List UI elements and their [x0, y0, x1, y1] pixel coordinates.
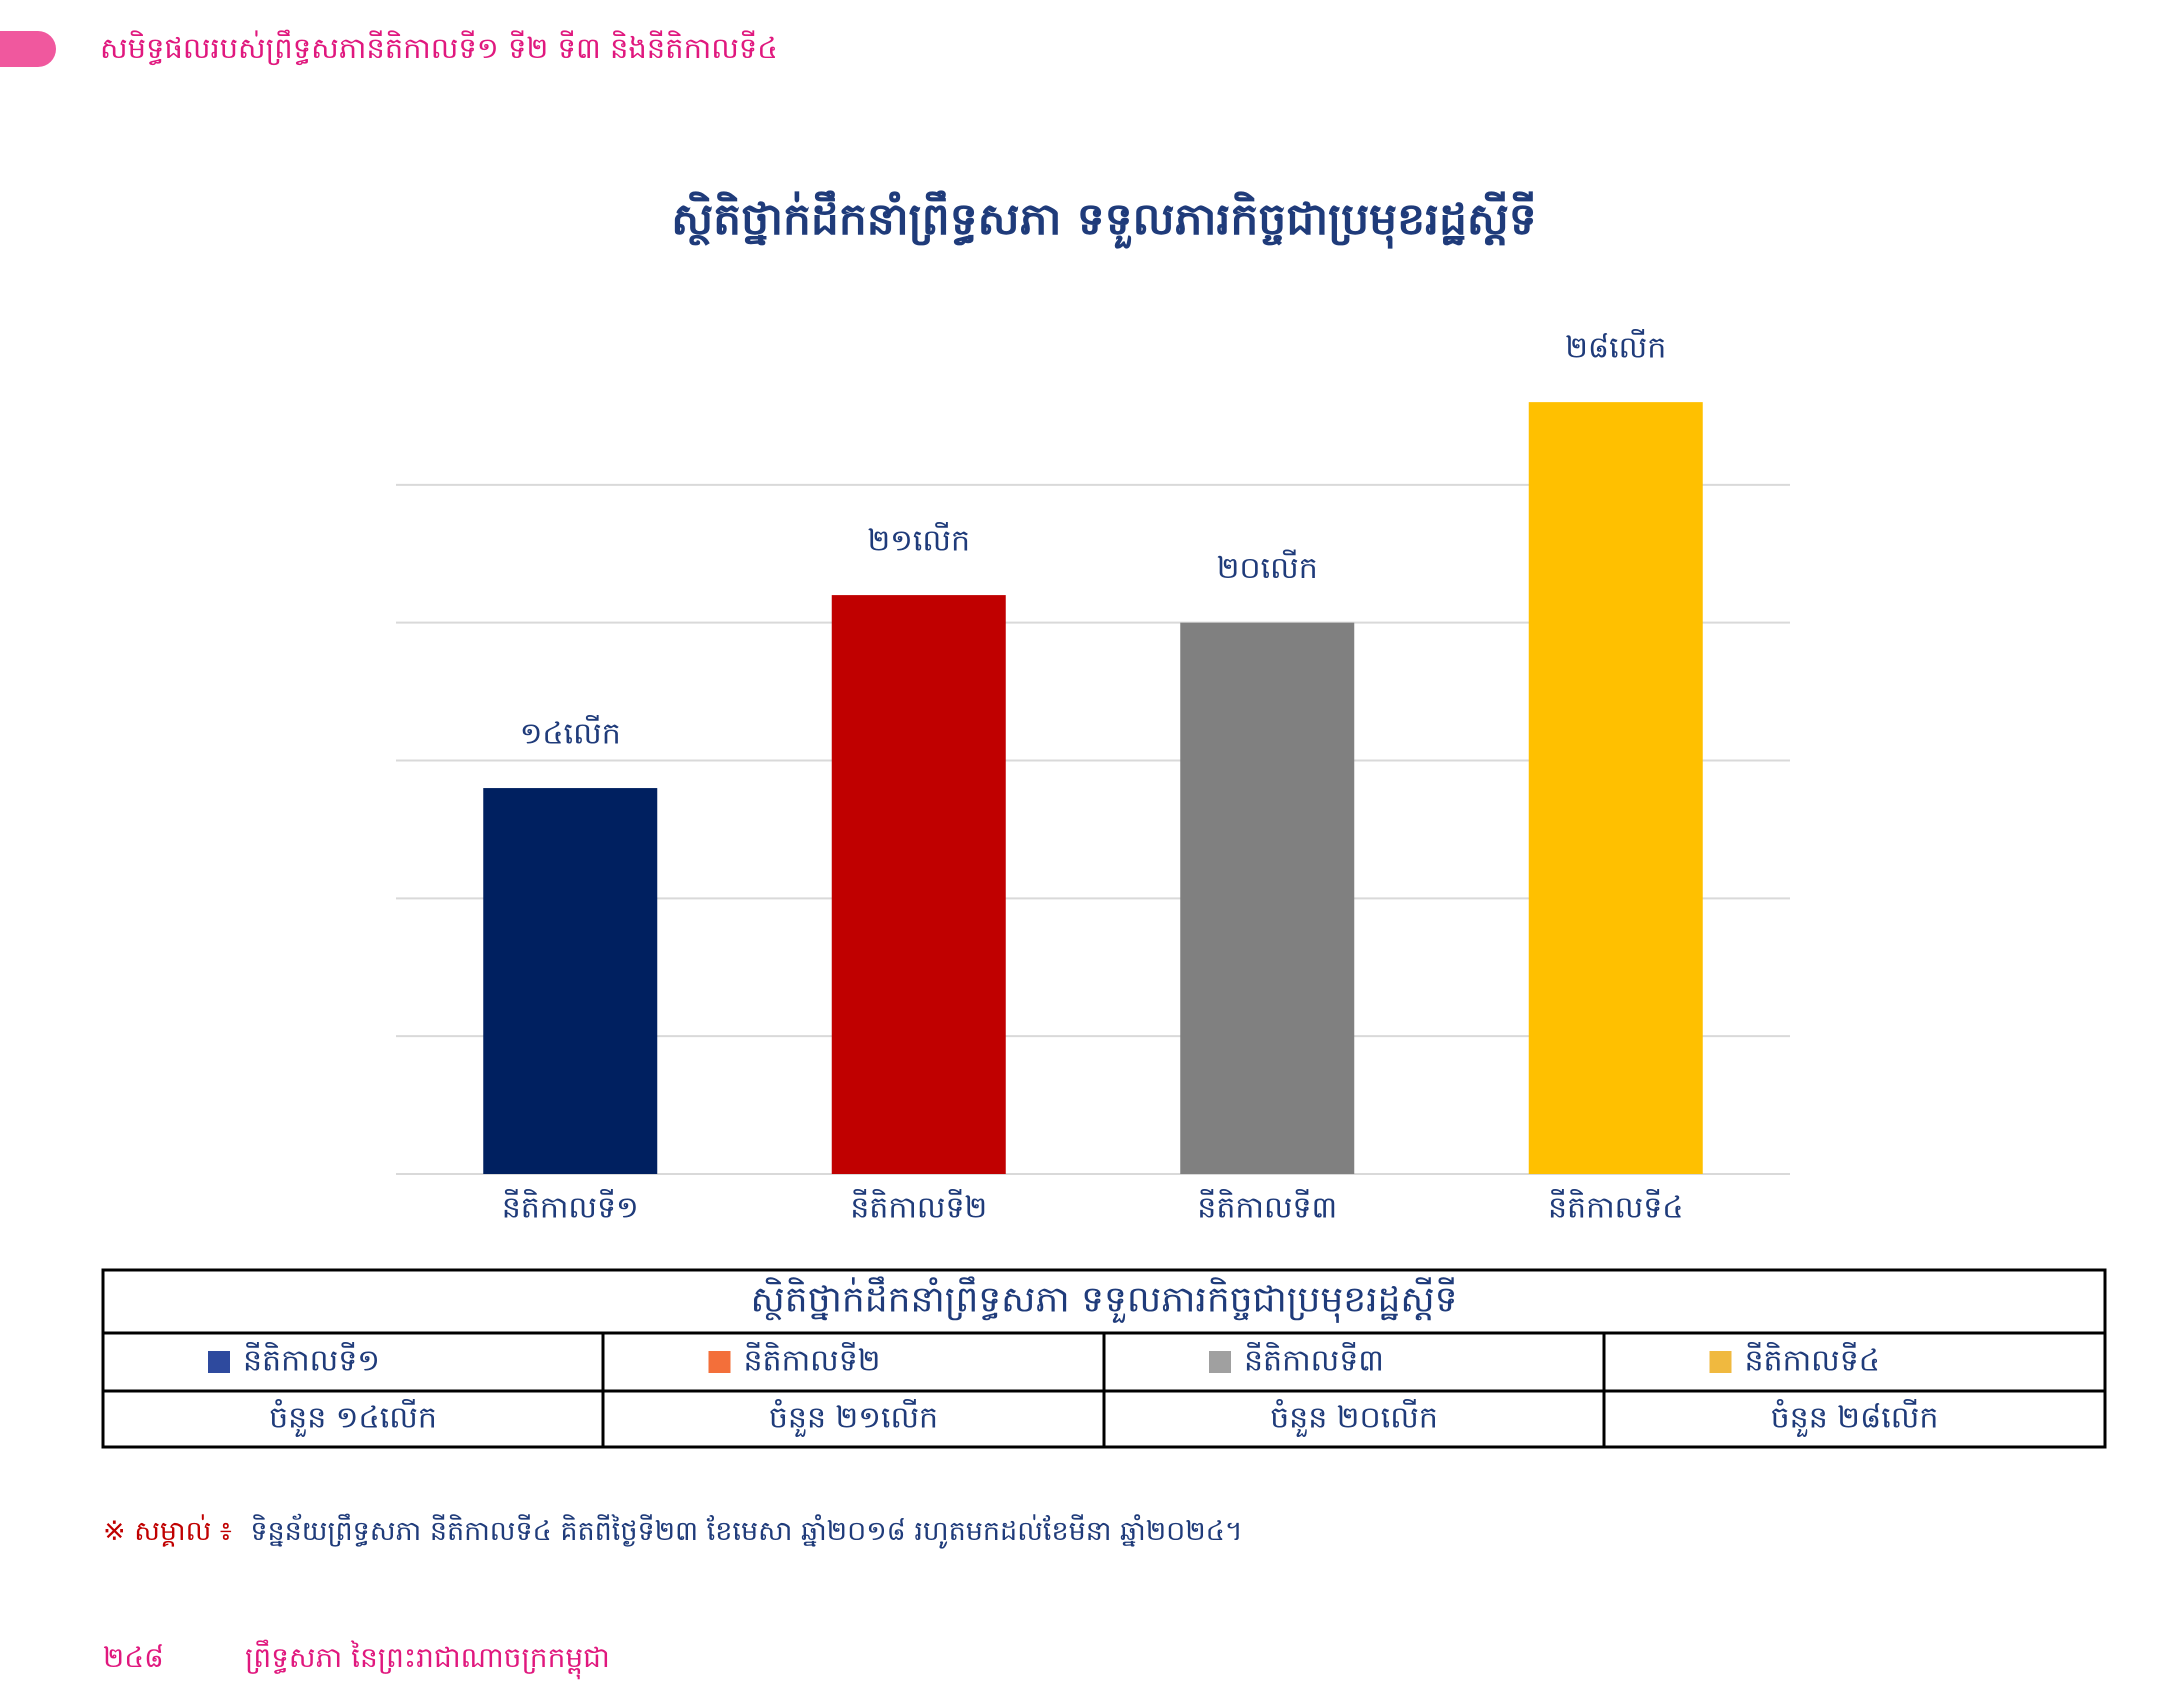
table-count: ចំនួន ២១លើក	[769, 1399, 938, 1438]
table-count: ចំនួន ១៤លើក	[269, 1399, 437, 1438]
bar	[1180, 622, 1355, 1174]
data-label: ២០លើក	[1217, 549, 1318, 586]
legend-swatch	[708, 1351, 731, 1373]
note-label: ※ សម្គាល់ ៖	[103, 1514, 232, 1547]
chart-title: ស្ថិតិថ្នាក់ដឹកនាំព្រឹទ្ធសភា ទទួលភារកិច្…	[671, 190, 1536, 249]
bar	[1528, 402, 1703, 1175]
legend-label: នីតិកាលទី១	[243, 1342, 380, 1379]
header-pill	[0, 31, 56, 67]
note: ※ សម្គាល់ ៖ ទិន្នន័យព្រឹទ្ធសភា នីតិកាលទី…	[103, 1513, 1243, 1549]
legend-swatch	[1209, 1351, 1231, 1373]
bar	[483, 788, 658, 1174]
table-title: ស្ថិតិថ្នាក់ដឹកនាំព្រឹទ្ធសភា ទទួលភារកិច្…	[750, 1276, 1457, 1324]
legend-label: នីតិកាលទី២	[744, 1342, 881, 1379]
data-label: ២៨លើក	[1565, 329, 1666, 366]
legend-label: នីតិកាលទី៤	[1745, 1342, 1881, 1379]
table-count: ចំនួន ២៨លើក	[1771, 1399, 1939, 1438]
x-tick-label: នីតិកាលទី២	[850, 1189, 987, 1226]
data-label: ២១លើក	[867, 522, 970, 559]
x-tick-label: នីតិកាលទី៣	[1197, 1189, 1337, 1226]
legend-table: ស្ថិតិថ្នាក់ដឹកនាំព្រឹទ្ធសភា ទទួលភារកិច្…	[101, 1268, 2107, 1449]
header-title: សមិទ្ធផលរបស់ព្រឹទ្ធសភានីតិកាលទី១ ទី២ ទី៣…	[100, 29, 778, 66]
page-number: ២៤៨	[103, 1641, 164, 1674]
note-text: ទិន្នន័យព្រឹទ្ធសភា នីតិកាលទី៤ គិតពីថ្ងៃទ…	[250, 1513, 1242, 1549]
table-count: ចំនួន ២០លើក	[1270, 1399, 1438, 1438]
legend-label: នីតិកាលទី៣	[1244, 1342, 1384, 1379]
x-tick-label: នីតិកាលទី១	[502, 1189, 639, 1226]
legend-swatch	[208, 1351, 230, 1373]
data-label: ១៤លើក	[520, 715, 621, 752]
x-tick-label: នីតិកាលទី៤	[1548, 1189, 1684, 1226]
bar	[831, 595, 1006, 1174]
legend-swatch	[1709, 1351, 1732, 1373]
footer-text: ព្រឹទ្ធសភា នៃព្រះរាជាណាចក្រកម្ពុជា	[245, 1639, 610, 1680]
